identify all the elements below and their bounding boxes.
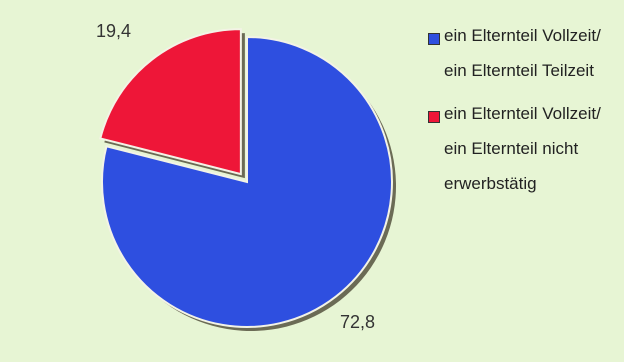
- value-label-vollzeit-nicht-erwerbstaetig: 19,4: [96, 21, 131, 41]
- legend: ein Elternteil Vollzeit/ ein Elternteil …: [428, 26, 618, 219]
- value-label-vollzeit-teilzeit: 72,8: [340, 312, 375, 332]
- legend-item-vollzeit-teilzeit: ein Elternteil Vollzeit/ ein Elternteil …: [428, 26, 618, 88]
- legend-item-vollzeit-nicht-erwerbstaetig: ein Elternteil Vollzeit/ ein Elternteil …: [428, 104, 618, 201]
- legend-swatch-red: [428, 111, 440, 123]
- pie-slice-vollzeit-teilzeit: [101, 35, 393, 328]
- legend-label: ein Elternteil Vollzeit/ ein Elternteil …: [444, 104, 601, 193]
- pie-slice-vollzeit-nicht-erwerbstaetig: [99, 28, 242, 176]
- legend-label: ein Elternteil Vollzeit/ ein Elternteil …: [444, 26, 601, 80]
- legend-swatch-blue: [428, 33, 440, 45]
